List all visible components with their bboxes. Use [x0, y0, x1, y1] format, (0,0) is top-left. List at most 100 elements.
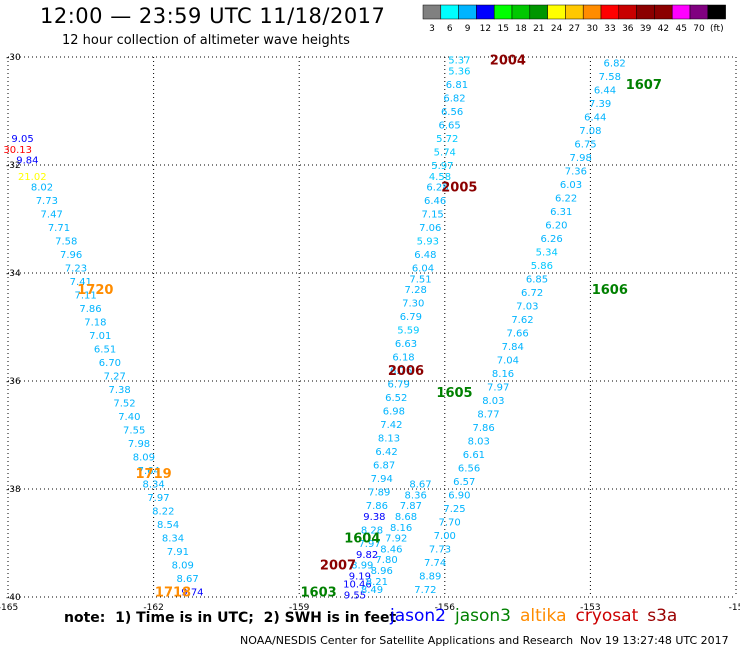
- wave-height-value: 7.91: [167, 547, 189, 558]
- wave-height-value: 8.34: [162, 534, 184, 545]
- wave-height-value: 7.04: [497, 355, 519, 366]
- wave-height-value: 5.93: [417, 237, 439, 248]
- scale-label: 24: [551, 24, 563, 34]
- wave-height-value: 9.74: [181, 588, 203, 599]
- scale-swatch: [547, 4, 566, 20]
- wave-height-value: 7.97: [487, 382, 509, 393]
- wave-height-value: 6.18: [392, 353, 414, 364]
- wave-height-value: 6.31: [550, 207, 572, 218]
- generation-timestamp: Nov 19 13:27:48 UTC 2017: [580, 634, 729, 647]
- x-tick-label: -156: [435, 603, 456, 613]
- pass-time-label: 1606: [592, 283, 628, 298]
- wave-height-value: 7.23: [65, 264, 87, 275]
- wave-height-value: 9.05: [11, 134, 33, 145]
- wave-height-value: 8.22: [152, 507, 174, 518]
- y-tick-label: -40: [6, 593, 21, 603]
- wave-height-value: 7.86: [366, 501, 388, 512]
- wave-height-value: 7.80: [375, 555, 397, 566]
- wave-height-value: 7.58: [599, 72, 621, 83]
- wave-height-value: 7.70: [439, 517, 461, 528]
- wave-height-value: 6.04: [412, 264, 434, 275]
- wave-height-value: 8.49: [361, 585, 383, 596]
- wave-height-value: 7.52: [113, 399, 135, 410]
- scale-label: 42: [658, 24, 669, 34]
- wave-height-value: 8.28: [361, 526, 383, 537]
- x-tick-label: -15: [729, 603, 740, 613]
- wave-height-value: 5.59: [397, 326, 419, 337]
- scale-swatch: [654, 4, 673, 20]
- wave-height-value: 6.76: [390, 366, 412, 377]
- wave-height-value: 7.74: [424, 558, 446, 569]
- wave-height-value: 8.68: [395, 512, 417, 523]
- wave-height-value: 9.82: [356, 550, 378, 561]
- wave-height-value: 6.03: [560, 180, 582, 191]
- wave-height-value: 6.56: [458, 463, 480, 474]
- wave-height-value: 6.85: [526, 274, 548, 285]
- legend-item-cryosat: cryosat: [575, 606, 639, 626]
- satellite-legend: jason2 jason3 altika cryosat s3a: [390, 606, 686, 626]
- scale-swatch: [493, 4, 513, 20]
- scale-swatch: [529, 4, 548, 20]
- wave-height-value: 7.00: [434, 531, 456, 542]
- wave-height-value: 7.11: [75, 291, 97, 302]
- wave-height-value: 5.86: [531, 261, 553, 272]
- scale-label: 15: [497, 24, 508, 34]
- scale-swatch: [689, 4, 709, 20]
- wave-height-value: 8.21: [366, 577, 388, 588]
- y-tick-label: -38: [6, 485, 21, 495]
- pass-time-label: 2005: [441, 181, 477, 196]
- wave-height-value: 7.40: [118, 412, 140, 423]
- wave-height-value: 7.58: [55, 237, 77, 248]
- wave-height-value: 7.27: [104, 372, 126, 383]
- wave-height-value: 6.98: [383, 407, 405, 418]
- footer-note: note: 1) Time is in UTC; 2) SWH is in fe…: [64, 610, 397, 626]
- scale-label: 70: [693, 24, 705, 34]
- wave-height-value: 5.97: [431, 161, 453, 172]
- x-tick-label: -153: [580, 603, 600, 613]
- scale-label: 3: [429, 24, 435, 34]
- legend-item-jason2: jason2: [390, 606, 446, 626]
- wave-height-value: 8.54: [157, 520, 179, 531]
- scale-swatch: [671, 4, 691, 20]
- wave-height-value: 6.75: [574, 139, 596, 150]
- wave-height-value: 7.89: [368, 488, 390, 499]
- wave-height-value: 7.25: [443, 504, 465, 515]
- wave-height-value: 8.02: [31, 183, 53, 194]
- wave-height-value: 6.52: [385, 393, 407, 404]
- wave-height-value: 8.09: [133, 453, 155, 464]
- wave-height-value: 8.36: [405, 490, 427, 501]
- wave-height-value: 8.96: [371, 566, 393, 577]
- pass-time-label: 1718: [155, 586, 191, 601]
- pass-time-label: 1720: [77, 283, 113, 298]
- scale-swatch: [600, 4, 620, 20]
- scale-label: 27: [569, 24, 580, 34]
- pass-time-label: 1607: [626, 78, 662, 93]
- scale-swatch: [565, 4, 584, 20]
- scale-label: 9: [465, 24, 471, 34]
- wave-height-value: 7.06: [419, 223, 441, 234]
- wave-height-value: 6.44: [594, 85, 616, 96]
- wave-height-value: 6.82: [443, 94, 465, 105]
- wave-height-value: 5.36: [448, 67, 470, 78]
- scale-swatch: [511, 4, 531, 20]
- wave-height-value: 7.96: [60, 250, 82, 261]
- wave-height-value: 7.66: [506, 328, 528, 339]
- wave-height-value: 7.71: [48, 223, 70, 234]
- scale-label: 6: [447, 24, 453, 34]
- scale-swatch: [440, 4, 459, 20]
- pass-time-label: 2004: [490, 54, 526, 69]
- wave-height-value: 7.62: [511, 315, 533, 326]
- scale-swatch: [458, 4, 477, 20]
- wave-height-value: 7.08: [579, 126, 601, 137]
- wave-height-value: 7.39: [589, 99, 611, 110]
- wave-height-value: 8.13: [378, 434, 400, 445]
- wave-height-value: 7.64: [138, 466, 160, 477]
- wave-height-value: 5.37: [448, 56, 470, 67]
- wave-height-value: 5.74: [434, 148, 456, 159]
- wave-height-value: 8.03: [468, 436, 490, 447]
- wave-height-value: 6.51: [94, 345, 116, 356]
- wave-height-value: 6.56: [441, 107, 463, 118]
- wave-height-value: 6.57: [453, 477, 475, 488]
- wave-height-value: 7.92: [385, 534, 407, 545]
- pass-time-label: 1604: [344, 532, 380, 547]
